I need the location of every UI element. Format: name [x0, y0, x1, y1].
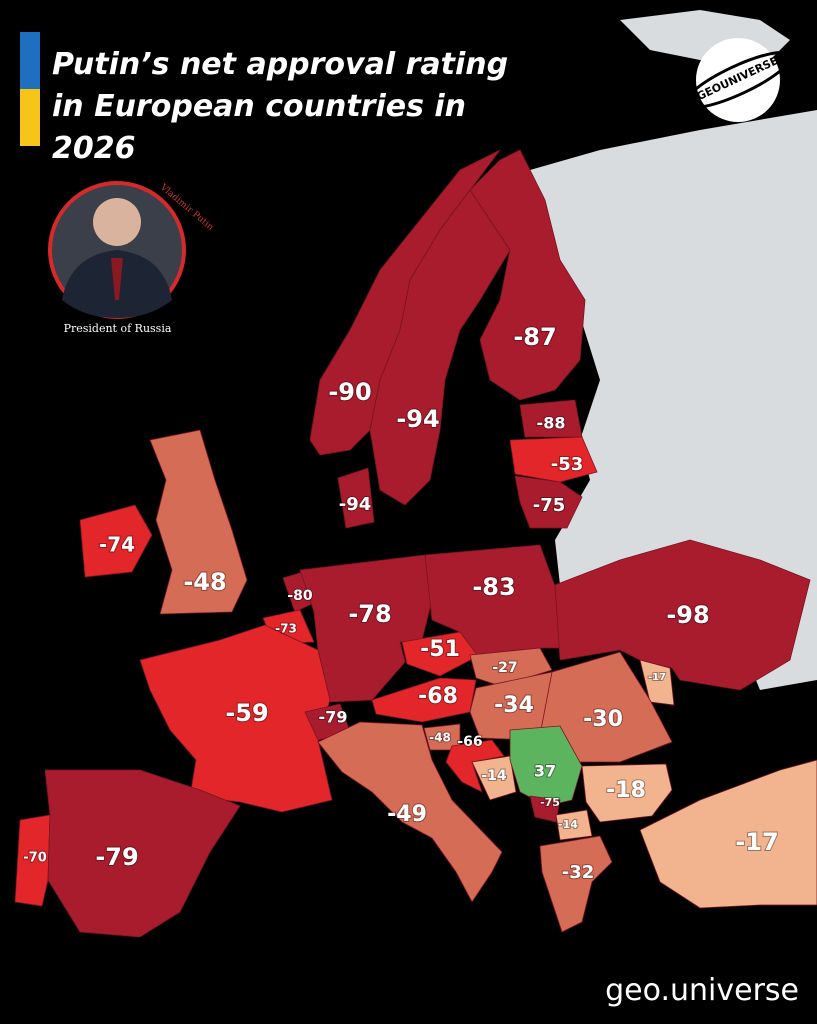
value-label: -90: [328, 378, 371, 406]
value-label: -70: [23, 851, 47, 866]
credit: geo.universe: [605, 973, 799, 1008]
country: [139, 624, 333, 813]
value-label: 37: [534, 762, 556, 781]
value-label: -94: [339, 494, 372, 515]
value-label: -18: [606, 778, 646, 803]
value-label: -79: [95, 843, 138, 871]
value-label: -73: [275, 622, 297, 636]
value-label: -75: [533, 495, 566, 516]
country: [509, 436, 598, 483]
value-label: -75: [540, 796, 560, 809]
value-label: -14: [558, 818, 578, 831]
portrait-tie: [111, 258, 123, 300]
value-label: -83: [472, 573, 515, 601]
country: [529, 795, 561, 823]
regions: [14, 149, 817, 938]
value-label: -53: [551, 454, 584, 475]
country: [554, 539, 811, 691]
value-label: -32: [562, 862, 595, 883]
value-label: -87: [513, 323, 556, 351]
country: [581, 763, 673, 823]
country: [14, 814, 51, 907]
value-label: -80: [287, 588, 313, 604]
value-label: -66: [457, 734, 482, 750]
value-label: -48: [183, 568, 226, 596]
value-label: -14: [481, 768, 507, 784]
country: [639, 759, 817, 909]
country: [555, 809, 593, 841]
country: [337, 467, 375, 529]
value-label: -59: [225, 699, 268, 727]
labels: -87 -90 -94 -88 -53 -75 -94 -74 -48 -80 -73 -78 -83 -…: [22, 322, 779, 884]
value-label: -48: [429, 731, 451, 745]
title: Putin’s net approval rating in European …: [52, 47, 509, 166]
country: [401, 631, 479, 677]
country: [369, 189, 511, 506]
country: [149, 429, 248, 615]
value-label: -27: [492, 660, 517, 676]
value-label: -34: [494, 693, 534, 718]
value-label: -98: [666, 601, 709, 629]
value-label: -74: [99, 533, 135, 557]
country: [514, 475, 583, 529]
non-data-land: [530, 110, 817, 690]
value-label: -30: [583, 707, 623, 732]
caption: President of Russia: [63, 322, 172, 335]
value-label: -94: [396, 405, 439, 433]
value-label: -68: [418, 684, 458, 709]
value-label: -49: [387, 802, 427, 827]
country: [445, 739, 505, 793]
country: [639, 659, 675, 706]
value-label: -17: [648, 672, 666, 683]
flag: [20, 32, 40, 146]
logo: [696, 38, 780, 122]
value-label: -78: [348, 600, 391, 628]
country: [317, 721, 503, 903]
value-label: -17: [735, 828, 778, 856]
country: [79, 504, 153, 578]
value-label: -51: [420, 637, 460, 662]
value-label: -79: [319, 708, 348, 727]
value-label: -88: [537, 414, 566, 433]
portrait-face: [93, 198, 141, 246]
country: [539, 835, 613, 933]
logo-ring: [683, 50, 793, 110]
country: [44, 769, 241, 938]
country: [471, 755, 517, 801]
